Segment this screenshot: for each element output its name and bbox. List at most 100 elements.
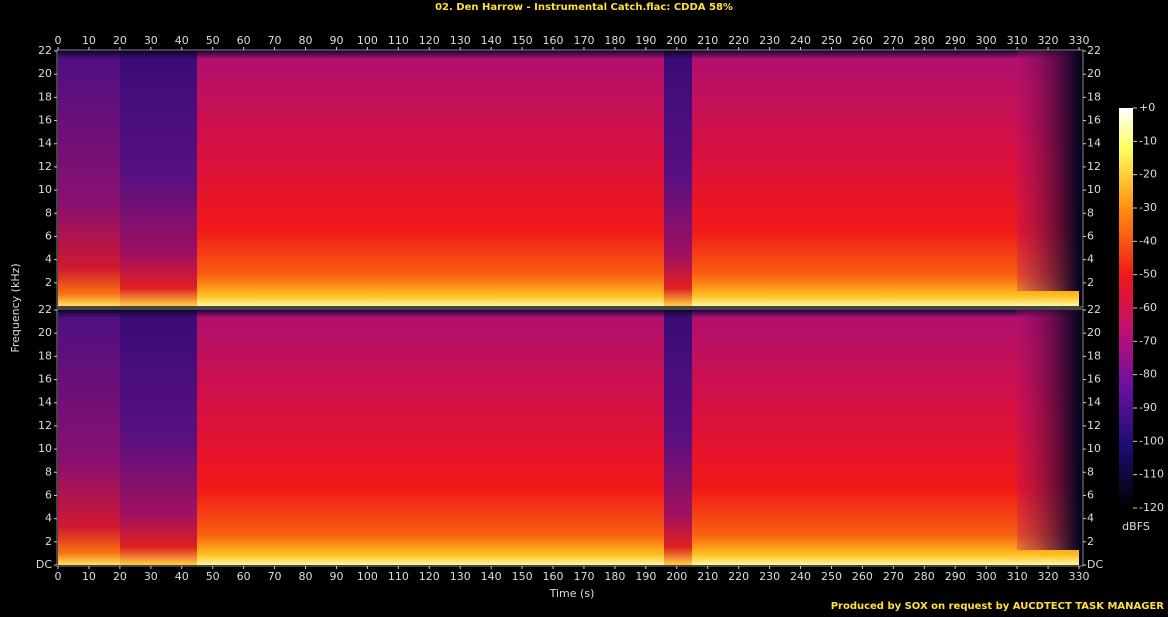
colorbar-tick-label: -110 <box>1139 468 1164 481</box>
x-tick-label: 200 <box>666 570 687 583</box>
x-tick-label: 270 <box>883 34 904 47</box>
x-tick-label: 320 <box>1038 570 1059 583</box>
y-tick-label: 14 <box>38 137 52 150</box>
colorbar-tick-label: +0 <box>1139 101 1155 114</box>
x-tick-label: 10 <box>82 570 96 583</box>
x-tick-label: 20 <box>113 34 127 47</box>
x-tick-label: 120 <box>419 570 440 583</box>
x-tick-label: 300 <box>976 570 997 583</box>
chart-title: 02. Den Harrow - Instrumental Catch.flac… <box>435 2 733 13</box>
x-tick-label: 50 <box>206 570 220 583</box>
y-tick-label: 6 <box>45 229 52 242</box>
y-tick-label: 16 <box>1087 114 1101 127</box>
y-tick-label: 12 <box>1087 419 1101 432</box>
x-tick-label: 190 <box>635 34 656 47</box>
x-tick-label: 0 <box>55 34 62 47</box>
y-tick-label: 12 <box>38 419 52 432</box>
y-tick-label: 2 <box>45 276 52 289</box>
x-tick-label: 250 <box>821 34 842 47</box>
footer: Produced by SOX on request by AUCDTECT T… <box>831 601 1165 612</box>
x-tick-label: 170 <box>573 34 594 47</box>
y-tick-label: 10 <box>38 442 52 455</box>
y-tick-label: 20 <box>38 326 52 339</box>
x-tick-label: 30 <box>144 34 158 47</box>
x-tick-label: 140 <box>481 570 502 583</box>
y-tick-label: 4 <box>1087 253 1094 266</box>
y-tick-label: 6 <box>1087 229 1094 242</box>
y-tick-label: 2 <box>1087 535 1094 548</box>
x-tick-label: 180 <box>604 34 625 47</box>
x-tick-label: 130 <box>450 570 471 583</box>
y-tick-label: 10 <box>38 183 52 196</box>
y-tick-label: 16 <box>38 373 52 386</box>
y-tick-label: 16 <box>1087 373 1101 386</box>
colorbar-tick-label: -60 <box>1139 301 1157 314</box>
x-tick-label: 100 <box>357 34 378 47</box>
x-tick-label: 10 <box>82 34 96 47</box>
colorbar <box>1119 108 1133 508</box>
y-tick-label: 20 <box>38 67 52 80</box>
panel-frame <box>56 308 1084 567</box>
y-tick-label: 22 <box>1087 303 1101 316</box>
x-tick-label: 210 <box>697 570 718 583</box>
x-tick-label: 160 <box>543 570 564 583</box>
colorbar-tick-label: -70 <box>1139 334 1157 347</box>
x-tick-label: 170 <box>573 570 594 583</box>
panel-frame <box>56 49 1084 308</box>
y-tick-label: 8 <box>1087 465 1094 478</box>
y-tick-label: 18 <box>1087 90 1101 103</box>
x-tick-label: 280 <box>914 34 935 47</box>
x-tick-label: 50 <box>206 34 220 47</box>
x-tick-label: 240 <box>790 570 811 583</box>
y-tick-label: 8 <box>1087 206 1094 219</box>
y-tick-label: 14 <box>38 396 52 409</box>
y-tick-label: 16 <box>38 114 52 127</box>
y-tick-label: 12 <box>38 160 52 173</box>
x-tick-label: 290 <box>945 570 966 583</box>
y-tick-label: 12 <box>1087 160 1101 173</box>
y-tick-label: 6 <box>45 488 52 501</box>
x-tick-label: 40 <box>175 34 189 47</box>
colorbar-tick-label: -50 <box>1139 268 1157 281</box>
y-tick-label: 6 <box>1087 488 1094 501</box>
x-tick-label: 150 <box>512 34 533 47</box>
x-tick-label: 120 <box>419 34 440 47</box>
y-tick-label: 2 <box>1087 276 1094 289</box>
x-tick-label: 80 <box>299 570 313 583</box>
x-tick-label: 200 <box>666 34 687 47</box>
y-tick-label: 10 <box>1087 183 1101 196</box>
x-tick-label: 310 <box>1007 34 1028 47</box>
x-tick-label: 0 <box>55 570 62 583</box>
colorbar-tick-label: -90 <box>1139 401 1157 414</box>
colorbar-tick-label: -80 <box>1139 368 1157 381</box>
x-tick-label: 70 <box>268 570 282 583</box>
colorbar-tick-label: -30 <box>1139 201 1157 214</box>
y-tick-label: 4 <box>1087 512 1094 525</box>
x-tick-label: 20 <box>113 570 127 583</box>
x-tick-label: 80 <box>299 34 313 47</box>
spectrogram-panel <box>58 51 1082 306</box>
x-tick-label: 40 <box>175 570 189 583</box>
x-tick-label: 160 <box>543 34 564 47</box>
x-tick-label: 280 <box>914 570 935 583</box>
y-tick-label: 8 <box>45 465 52 478</box>
x-tick-label: 260 <box>852 34 873 47</box>
colorbar-tick-label: -40 <box>1139 234 1157 247</box>
y-tick-label: 2 <box>45 535 52 548</box>
x-tick-label: 320 <box>1038 34 1059 47</box>
y-tick-label: 20 <box>1087 326 1101 339</box>
colorbar-tick-label: -10 <box>1139 134 1157 147</box>
y-tick-label: 8 <box>45 206 52 219</box>
y-tick-label: 10 <box>1087 442 1101 455</box>
y-tick-label: 18 <box>1087 349 1101 362</box>
x-tick-label: 230 <box>759 34 780 47</box>
x-tick-label: 130 <box>450 34 471 47</box>
x-tick-label: 100 <box>357 570 378 583</box>
x-tick-label: 260 <box>852 570 873 583</box>
x-tick-label: 220 <box>728 570 749 583</box>
colorbar-label: dBFS <box>1122 520 1150 533</box>
y-tick-label: 20 <box>1087 67 1101 80</box>
x-tick-label: 90 <box>329 570 343 583</box>
x-tick-label: 250 <box>821 570 842 583</box>
